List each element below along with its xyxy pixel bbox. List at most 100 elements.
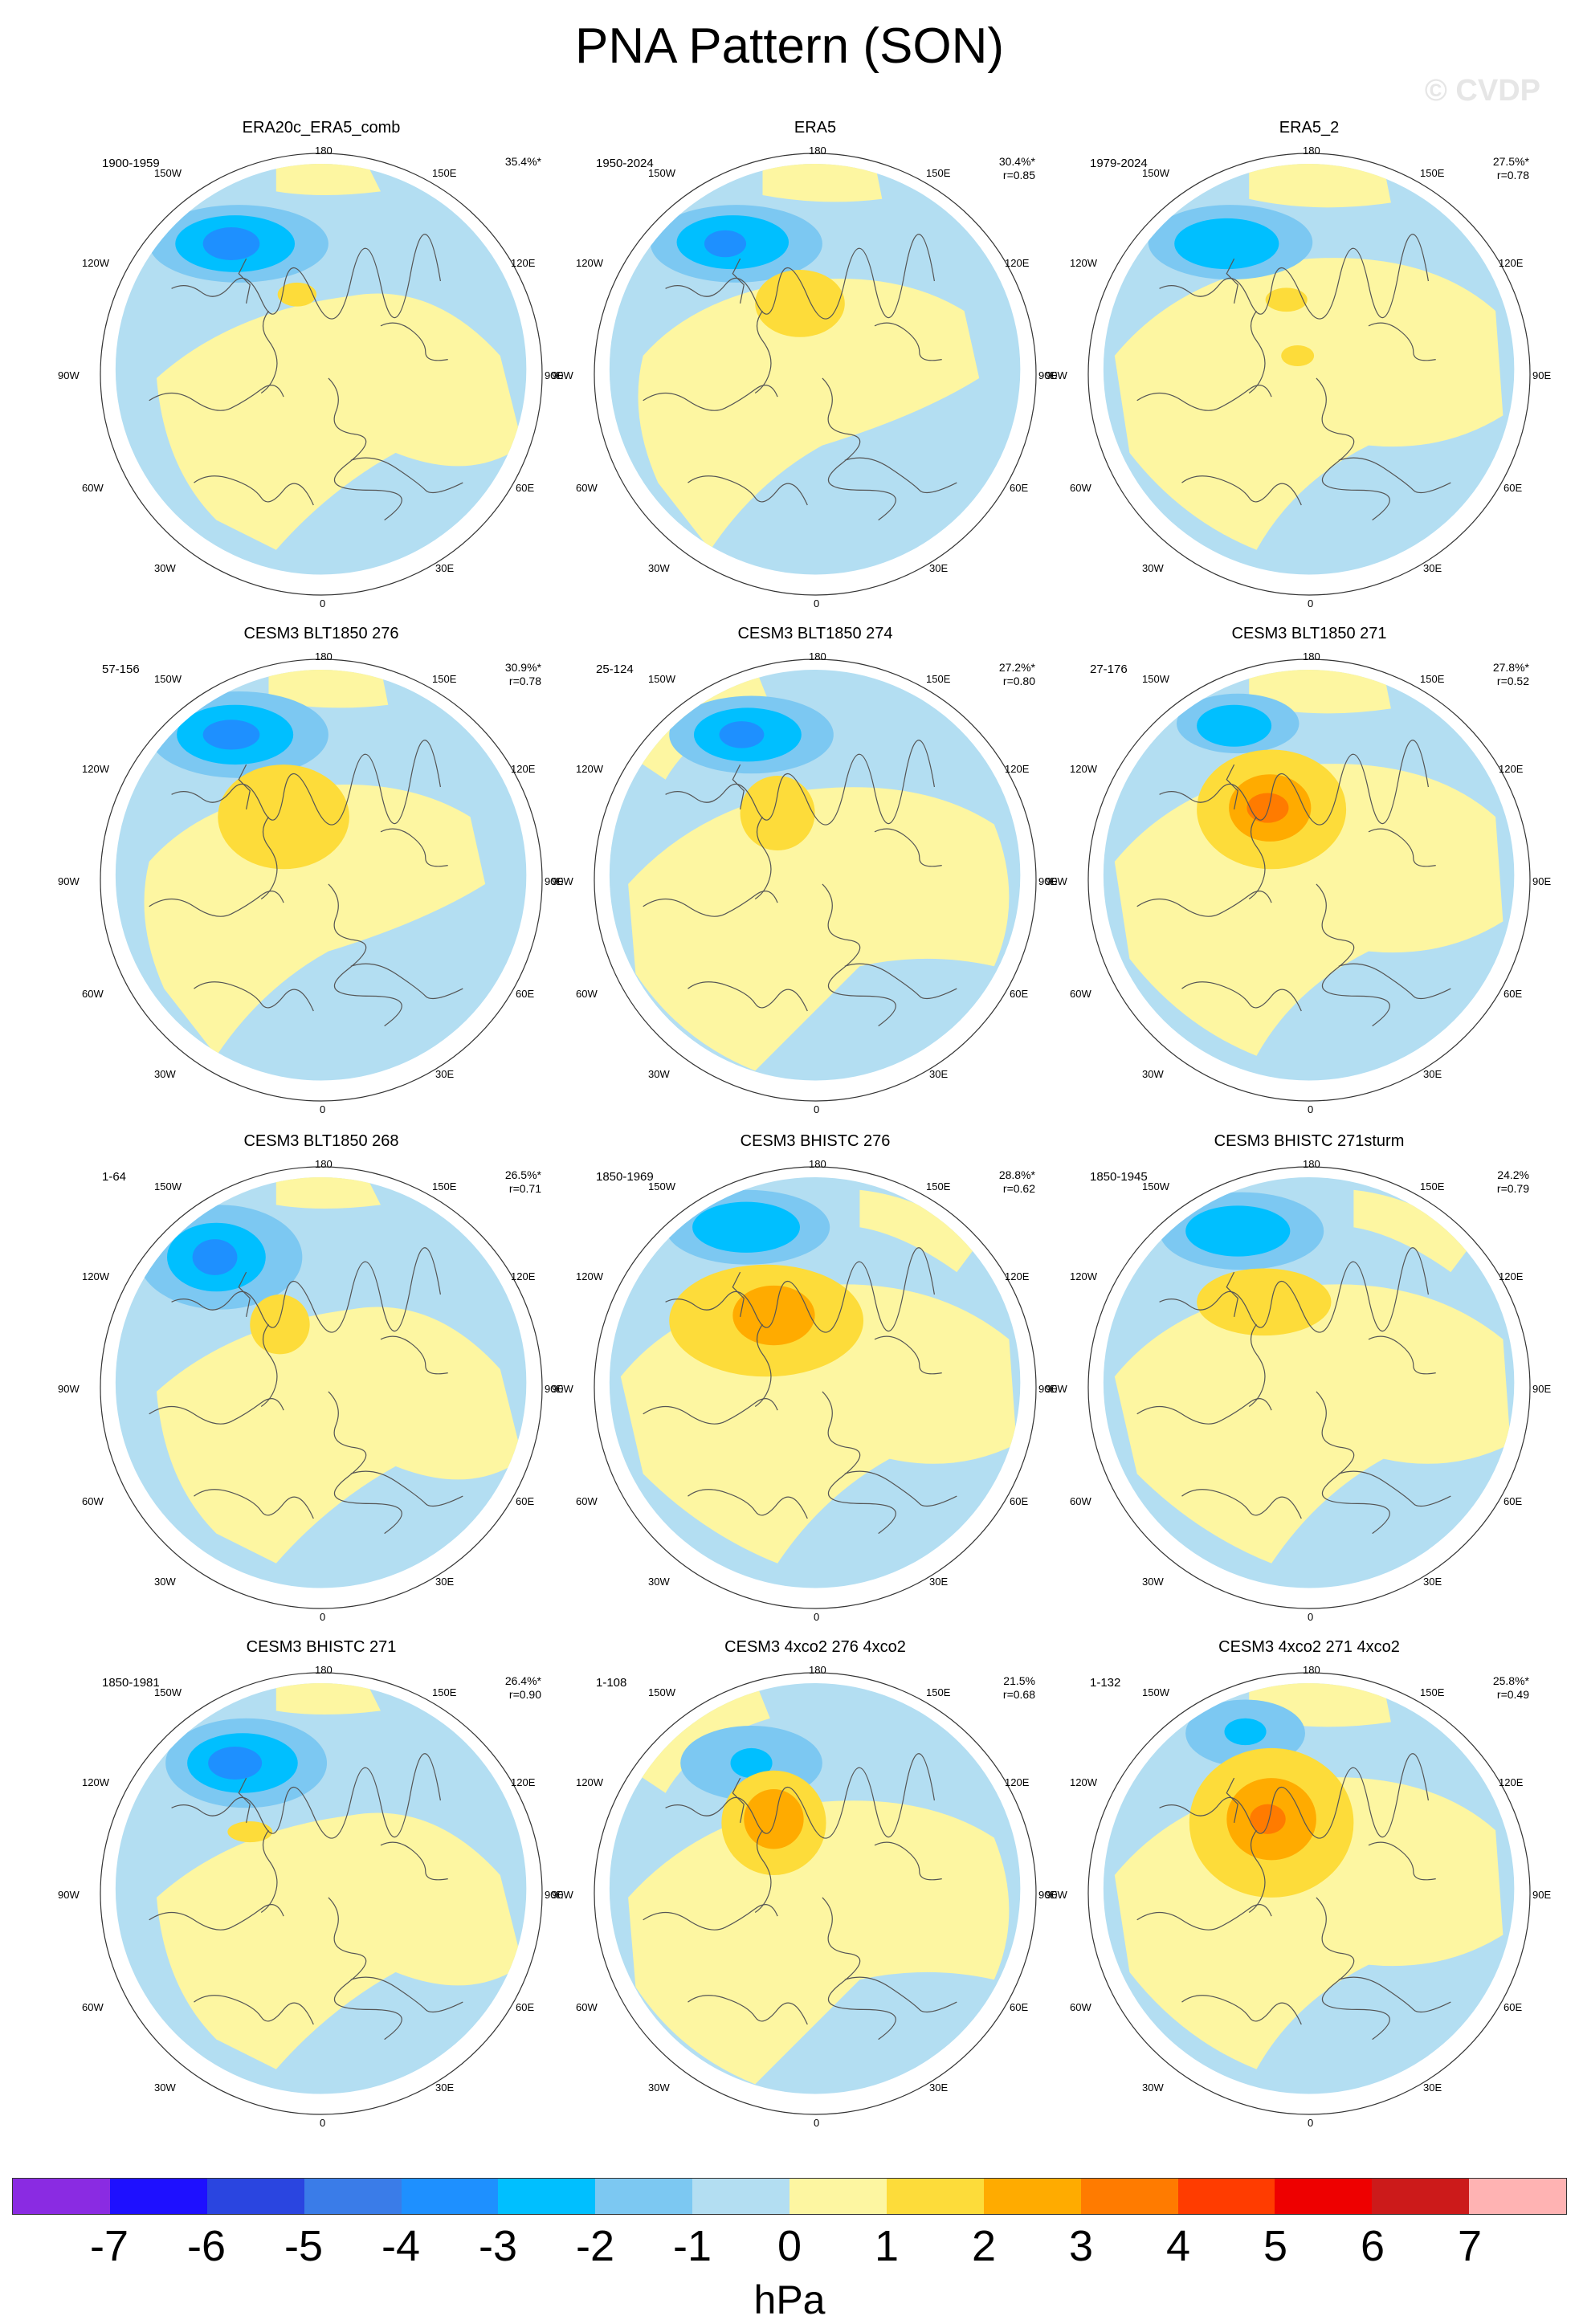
- colorbar-tick-label: 5: [1263, 2222, 1288, 2270]
- longitude-label: 60E: [516, 1495, 535, 1507]
- colorbar-tick-label: -4: [381, 2222, 421, 2270]
- map-panel: CESM3 4xco2 271 4xco2 1-132 25.8%* r=0.49…: [1046, 1638, 1566, 2152]
- longitude-label: 60E: [1504, 988, 1523, 1000]
- longitude-label: 120E: [1005, 1270, 1030, 1282]
- map-border: [100, 1672, 543, 2115]
- longitude-label: 150E: [926, 1686, 951, 1698]
- longitude-label: 60E: [1504, 1495, 1523, 1507]
- longitude-label: 150E: [926, 1180, 951, 1193]
- panel-period: 1-64: [102, 1170, 127, 1184]
- colorbar-tick-label: 1: [874, 2222, 900, 2270]
- longitude-label: 120E: [1499, 1270, 1524, 1282]
- longitude-label: 30E: [1423, 1576, 1442, 1588]
- colorbar-tick-label: -2: [575, 2222, 615, 2270]
- panel-period: 1979-2024: [1090, 157, 1148, 170]
- longitude-label: 180: [315, 145, 333, 157]
- longitude-label: 120W: [1070, 1270, 1097, 1282]
- panel-period: 57-156: [102, 663, 140, 676]
- negative-anomaly-contour: [730, 1747, 773, 1779]
- longitude-label: 0: [814, 597, 820, 610]
- longitude-label: 90W: [1046, 369, 1067, 381]
- colorbar-tick-label: -7: [89, 2222, 129, 2270]
- polar-map: [1087, 153, 1531, 596]
- coastlines: [643, 1753, 957, 2041]
- panel-title: CESM3 4xco2 271 4xco2: [1218, 1638, 1400, 1656]
- longitude-label: 120W: [82, 1270, 109, 1282]
- polar-map: [1087, 658, 1531, 1102]
- longitude-label: 120W: [1070, 1776, 1097, 1788]
- colorbar-tick-label: 0: [777, 2222, 802, 2270]
- coastlines: [149, 1753, 463, 2041]
- longitude-label: 0: [320, 597, 326, 610]
- longitude-label: 180: [315, 1664, 333, 1676]
- longitude-label: 60W: [82, 988, 104, 1000]
- longitude-label: 150W: [1142, 167, 1169, 179]
- panel-period: 1850-1945: [1090, 1170, 1148, 1184]
- positive-anomaly-contour: [277, 282, 317, 307]
- longitude-label: 60W: [1070, 1495, 1091, 1507]
- longitude-label: 90W: [58, 875, 80, 887]
- longitude-label: 60E: [1504, 482, 1523, 494]
- negative-anomaly-contour: [719, 721, 765, 748]
- longitude-label: 30E: [1423, 562, 1442, 574]
- longitude-label: 90E: [1532, 875, 1552, 887]
- longitude-label: 30W: [1142, 1576, 1164, 1588]
- longitude-label: 30E: [435, 2081, 455, 2094]
- longitude-label: 30W: [154, 1068, 176, 1080]
- longitude-label: 30E: [929, 1576, 949, 1588]
- longitude-label: 60E: [1010, 2001, 1029, 2013]
- longitude-label: 120W: [82, 763, 109, 775]
- panel-period: 1-132: [1090, 1676, 1121, 1690]
- longitude-label: 60E: [1010, 482, 1029, 494]
- colorbar-swatch: [886, 2179, 984, 2214]
- colorbar-swatch: [595, 2179, 693, 2214]
- colorbar-swatch: [1275, 2179, 1373, 2214]
- coastlines: [149, 1247, 463, 1535]
- colorbar-tick-label: 4: [1165, 2222, 1191, 2270]
- longitude-label: 60E: [516, 482, 535, 494]
- colorbar: [12, 2178, 1567, 2215]
- longitude-label: 180: [315, 1158, 333, 1170]
- longitude-label: 150W: [648, 167, 675, 179]
- panel-stats: 27.8%* r=0.52: [1492, 661, 1529, 687]
- coastlines: [1136, 234, 1451, 521]
- longitude-label: 30E: [435, 1068, 455, 1080]
- colorbar-tick-label: -5: [284, 2222, 324, 2270]
- longitude-label: 180: [809, 1158, 826, 1170]
- negative-anomaly-contour: [1197, 704, 1272, 747]
- panel-period: 1-108: [596, 1676, 627, 1690]
- polar-map: [1087, 1672, 1531, 2115]
- longitude-label: 150W: [1142, 1180, 1169, 1193]
- longitude-label: 180: [1303, 1664, 1320, 1676]
- positive-anomaly-contour: [1246, 793, 1289, 823]
- longitude-label: 90E: [545, 875, 564, 887]
- coastlines: [1136, 1247, 1451, 1535]
- panel-title: ERA5: [794, 119, 837, 137]
- polar-map: [594, 1166, 1037, 1609]
- colorbar-swatch: [1177, 2179, 1275, 2214]
- longitude-label: 0: [320, 2117, 326, 2129]
- polar-map: [100, 1672, 543, 2115]
- map-border: [1087, 153, 1531, 596]
- panel-stats: 30.9%* r=0.78: [504, 661, 541, 687]
- longitude-label: 120E: [1005, 1776, 1030, 1788]
- longitude-label: 90W: [552, 875, 573, 887]
- longitude-label: 30W: [154, 2081, 176, 2094]
- longitude-label: 150W: [154, 1180, 182, 1193]
- positive-anomaly-contour: [1250, 1804, 1286, 1834]
- negative-anomaly-contour: [1224, 1718, 1267, 1746]
- longitude-label: 60W: [1070, 482, 1091, 494]
- panel-title: CESM3 BLT1850 274: [737, 625, 893, 642]
- longitude-label: 60W: [576, 482, 598, 494]
- longitude-label: 30W: [154, 1576, 176, 1588]
- map-border: [100, 658, 543, 1102]
- longitude-label: 120E: [1499, 763, 1524, 775]
- longitude-label: 90E: [1532, 369, 1552, 381]
- coastlines: [643, 1247, 957, 1535]
- positive-anomaly-contour: [744, 1789, 804, 1849]
- figure-title: PNA Pattern (SON): [574, 18, 1005, 74]
- longitude-label: 90E: [1038, 875, 1058, 887]
- colorbar-tick-label: 6: [1360, 2222, 1385, 2270]
- colorbar-swatch: [1080, 2179, 1178, 2214]
- longitude-label: 150W: [1142, 1686, 1169, 1698]
